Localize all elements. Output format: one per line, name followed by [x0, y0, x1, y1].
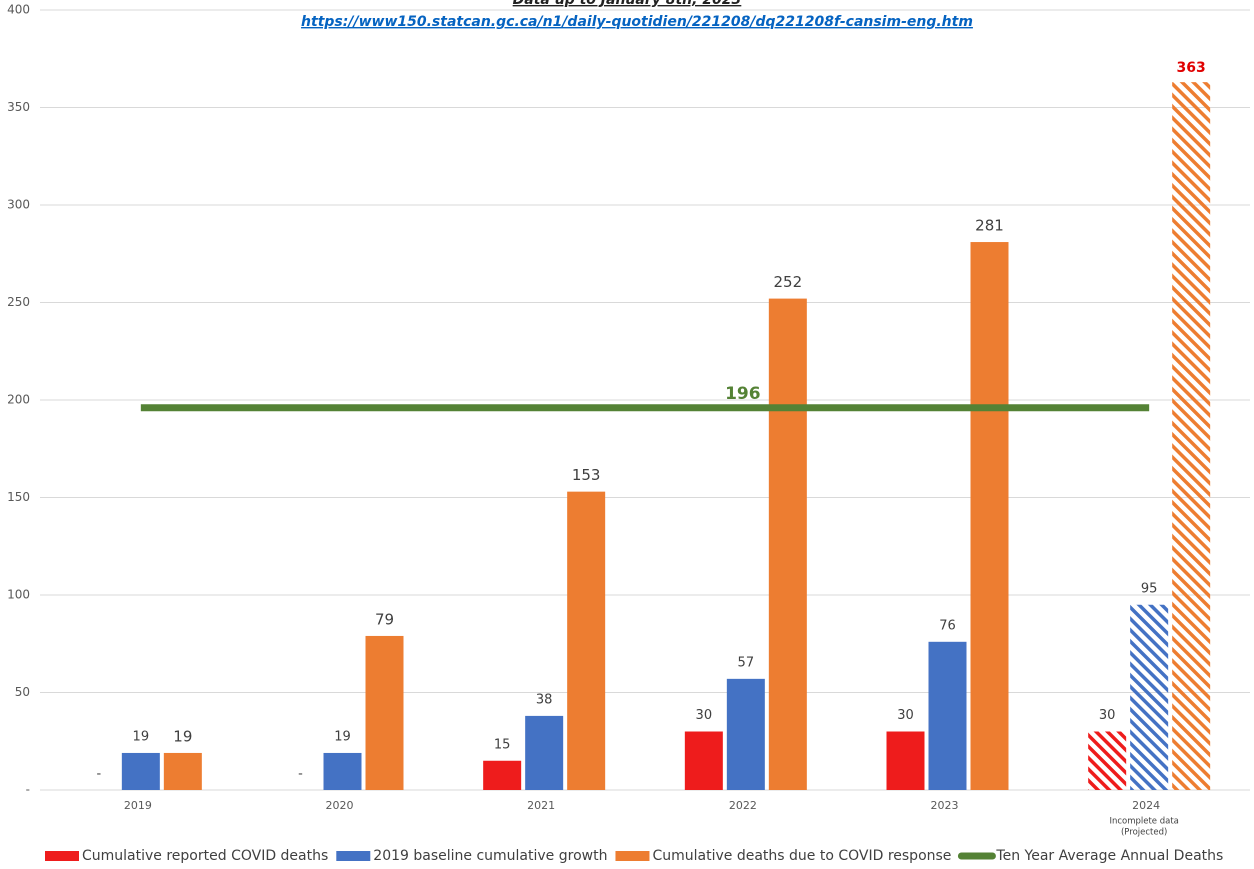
value-label: -: [298, 767, 303, 782]
value-label: 19: [173, 727, 192, 745]
value-label: 19: [334, 729, 351, 744]
x-tick-label: 2021: [527, 799, 555, 812]
chart-subtitle: Data up to January 8th, 2023: [513, 0, 742, 8]
legend-label: Cumulative reported COVID deaths: [82, 848, 328, 864]
bar: [886, 731, 925, 790]
y-tick-label: 400: [7, 3, 30, 17]
value-label: 30: [1099, 708, 1116, 723]
y-tick-label: -: [26, 783, 30, 797]
y-tick-label: 300: [7, 198, 30, 212]
y-tick-label: 250: [7, 295, 30, 309]
x-tick-label: 2020: [326, 799, 354, 812]
bar: [323, 752, 362, 790]
bar: [768, 298, 807, 790]
x-tick-label: 2022: [729, 799, 757, 812]
bar: [121, 752, 160, 790]
legend-label: Cumulative deaths due to COVID response: [652, 848, 951, 864]
value-label: 363: [1177, 60, 1206, 76]
bar: [1172, 82, 1211, 790]
bar: [684, 731, 723, 790]
value-label: 57: [738, 655, 755, 670]
bar: [1130, 604, 1169, 790]
x-tick-label: 2019: [124, 799, 152, 812]
bar: [365, 635, 404, 790]
legend-swatch: [336, 851, 371, 861]
y-tick-label: 150: [7, 490, 30, 504]
value-label: 15: [494, 737, 511, 752]
y-tick-label: 350: [7, 100, 30, 114]
y-tick-label: 100: [7, 588, 30, 602]
value-label: 281: [975, 217, 1004, 235]
value-label: 30: [696, 708, 713, 723]
bar: [726, 678, 765, 790]
legend-label: Ten Year Average Annual Deaths: [995, 848, 1223, 864]
value-label: 153: [572, 466, 601, 484]
legend-label: 2019 baseline cumulative growth: [373, 848, 607, 864]
legend-swatch: [45, 851, 79, 861]
source-link[interactable]: https://www150.statcan.gc.ca/n1/daily-qu…: [301, 14, 973, 30]
legend-swatch: [615, 851, 650, 861]
category-note: Incomplete data: [1109, 817, 1178, 827]
value-label: 19: [133, 729, 150, 744]
x-tick-label: 2024: [1132, 799, 1160, 812]
y-tick-label: 200: [7, 393, 30, 407]
line-label: 196: [725, 384, 761, 404]
y-tick-label: 50: [15, 685, 30, 699]
x-tick-label: 2023: [931, 799, 959, 812]
value-label: 38: [536, 692, 553, 707]
bar: [525, 715, 564, 790]
category-note: (Projected): [1121, 828, 1167, 838]
bar: [1088, 731, 1127, 790]
bar: [163, 752, 202, 790]
bar: [970, 242, 1009, 791]
value-label: 30: [897, 708, 914, 723]
value-label: -: [96, 767, 101, 782]
value-label: 76: [939, 618, 956, 633]
value-label: 95: [1141, 581, 1158, 596]
bar: [483, 760, 522, 790]
bar: [567, 491, 606, 790]
value-label: 252: [774, 273, 803, 291]
bar: [928, 641, 967, 790]
value-label: 79: [375, 610, 394, 628]
